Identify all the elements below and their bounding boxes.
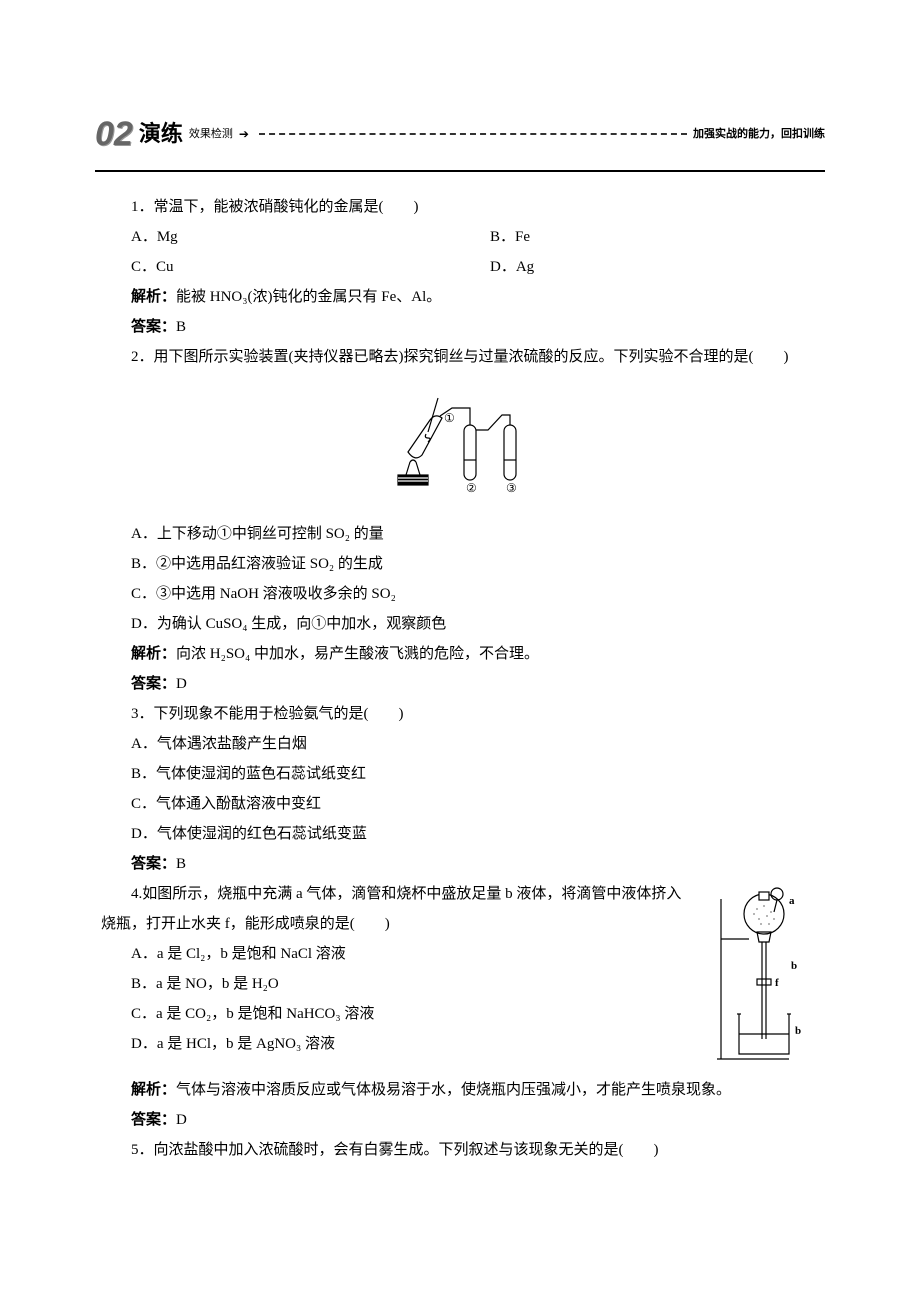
label-3: ③: [506, 481, 517, 495]
q4-block: a b f b 4.如图所示，烧瓶中充满 a 气体，滴管和烧杯中盛放足量 b 液…: [101, 879, 819, 1075]
answer-label: 答案：: [131, 676, 176, 692]
answer-label: 答案：: [131, 319, 176, 335]
analysis-text: 向浓 H₂SO₄ 中加水，易产生酸液飞溅的危险，不合理。: [176, 646, 539, 662]
q1-optA: A．Mg: [101, 222, 460, 252]
q2-optA: A．上下移动①中铜丝可控制 SO₂ 的量: [101, 519, 819, 549]
q1-options-row2: C．Cu D．Ag: [101, 252, 819, 282]
q1-stem: 1．常温下，能被浓硝酸钝化的金属是( ): [101, 192, 819, 222]
q2-answer: 答案：D: [101, 669, 819, 699]
label-a: a: [789, 895, 795, 907]
q1-answer: 答案：B: [101, 312, 819, 342]
fountain-apparatus-icon: a b f b: [709, 884, 819, 1064]
q4-analysis: 解析：气体与溶液中溶质反应或气体极易溶于水，使烧瓶内压强减小，才能产生喷泉现象。: [101, 1075, 819, 1105]
q1-analysis: 解析：能被 HNO₃(浓)钝化的金属只有 Fe、Al。: [101, 282, 819, 312]
analysis-label: 解析：: [131, 289, 176, 305]
answer-label: 答案：: [131, 1112, 176, 1128]
q2-optD: D．为确认 CuSO₄ 生成，向①中加水，观察颜色: [101, 609, 819, 639]
label-2: ②: [466, 481, 477, 495]
label-b: b: [791, 960, 797, 972]
q3-optA: A．气体遇浓盐酸产生白烟: [101, 729, 819, 759]
q3-optD: D．气体使湿润的红色石蕊试纸变蓝: [101, 819, 819, 849]
label-f: f: [775, 977, 779, 989]
q3-answer: 答案：B: [101, 849, 819, 879]
analysis-label: 解析：: [131, 1082, 176, 1098]
apparatus-icon: ① ② ③: [380, 380, 540, 500]
q3-optB: B．气体使湿润的蓝色石蕊试纸变红: [101, 759, 819, 789]
header-title: 演练: [139, 112, 183, 156]
q2-optB: B．②中选用品红溶液验证 SO₂ 的生成: [101, 549, 819, 579]
q2-analysis: 解析：向浓 H₂SO₄ 中加水，易产生酸液飞溅的危险，不合理。: [101, 639, 819, 669]
answer-text: D: [176, 1112, 187, 1128]
analysis-label: 解析：: [131, 646, 176, 662]
q1-options-row1: A．Mg B．Fe: [101, 222, 819, 252]
q1-optC: C．Cu: [101, 252, 460, 282]
q2-optC: C．③中选用 NaOH 溶液吸收多余的 SO₂: [101, 579, 819, 609]
analysis-text: 气体与溶液中溶质反应或气体极易溶于水，使烧瓶内压强减小，才能产生喷泉现象。: [176, 1082, 731, 1098]
answer-text: B: [176, 856, 186, 872]
q1-optD: D．Ag: [460, 252, 819, 282]
q4-answer: 答案：D: [101, 1105, 819, 1135]
header-tag: 加强实战的能力，回扣训练: [693, 123, 825, 145]
label-1: ①: [444, 411, 455, 425]
label-b2: b: [795, 1025, 801, 1037]
answer-label: 答案：: [131, 856, 176, 872]
q3-stem: 3．下列现象不能用于检验氨气的是( ): [101, 699, 819, 729]
analysis-text: 能被 HNO₃(浓)钝化的金属只有 Fe、Al。: [176, 289, 441, 305]
answer-text: B: [176, 319, 186, 335]
q2-stem: 2．用下图所示实验装置(夹持仪器已略去)探究铜丝与过量浓硫酸的反应。下列实验不合…: [101, 342, 819, 372]
q5-stem: 5．向浓盐酸中加入浓硫酸时，会有白雾生成。下列叙述与该现象无关的是( ): [101, 1135, 819, 1165]
q1-optB: B．Fe: [460, 222, 819, 252]
header-divider: [259, 133, 687, 135]
q2-figure: ① ② ③: [101, 380, 819, 511]
section-header: 02 演练 效果检测 ➔ 加强实战的能力，回扣训练: [95, 100, 825, 172]
header-number: 02: [95, 100, 133, 168]
arrow-icon: ➔: [239, 122, 249, 146]
q4-figure: a b f b: [709, 884, 819, 1075]
header-sub: 效果检测: [189, 123, 233, 145]
content-body: 1．常温下，能被浓硝酸钝化的金属是( ) A．Mg B．Fe C．Cu D．Ag…: [95, 192, 825, 1165]
q3-optC: C．气体通入酚酞溶液中变红: [101, 789, 819, 819]
answer-text: D: [176, 676, 187, 692]
